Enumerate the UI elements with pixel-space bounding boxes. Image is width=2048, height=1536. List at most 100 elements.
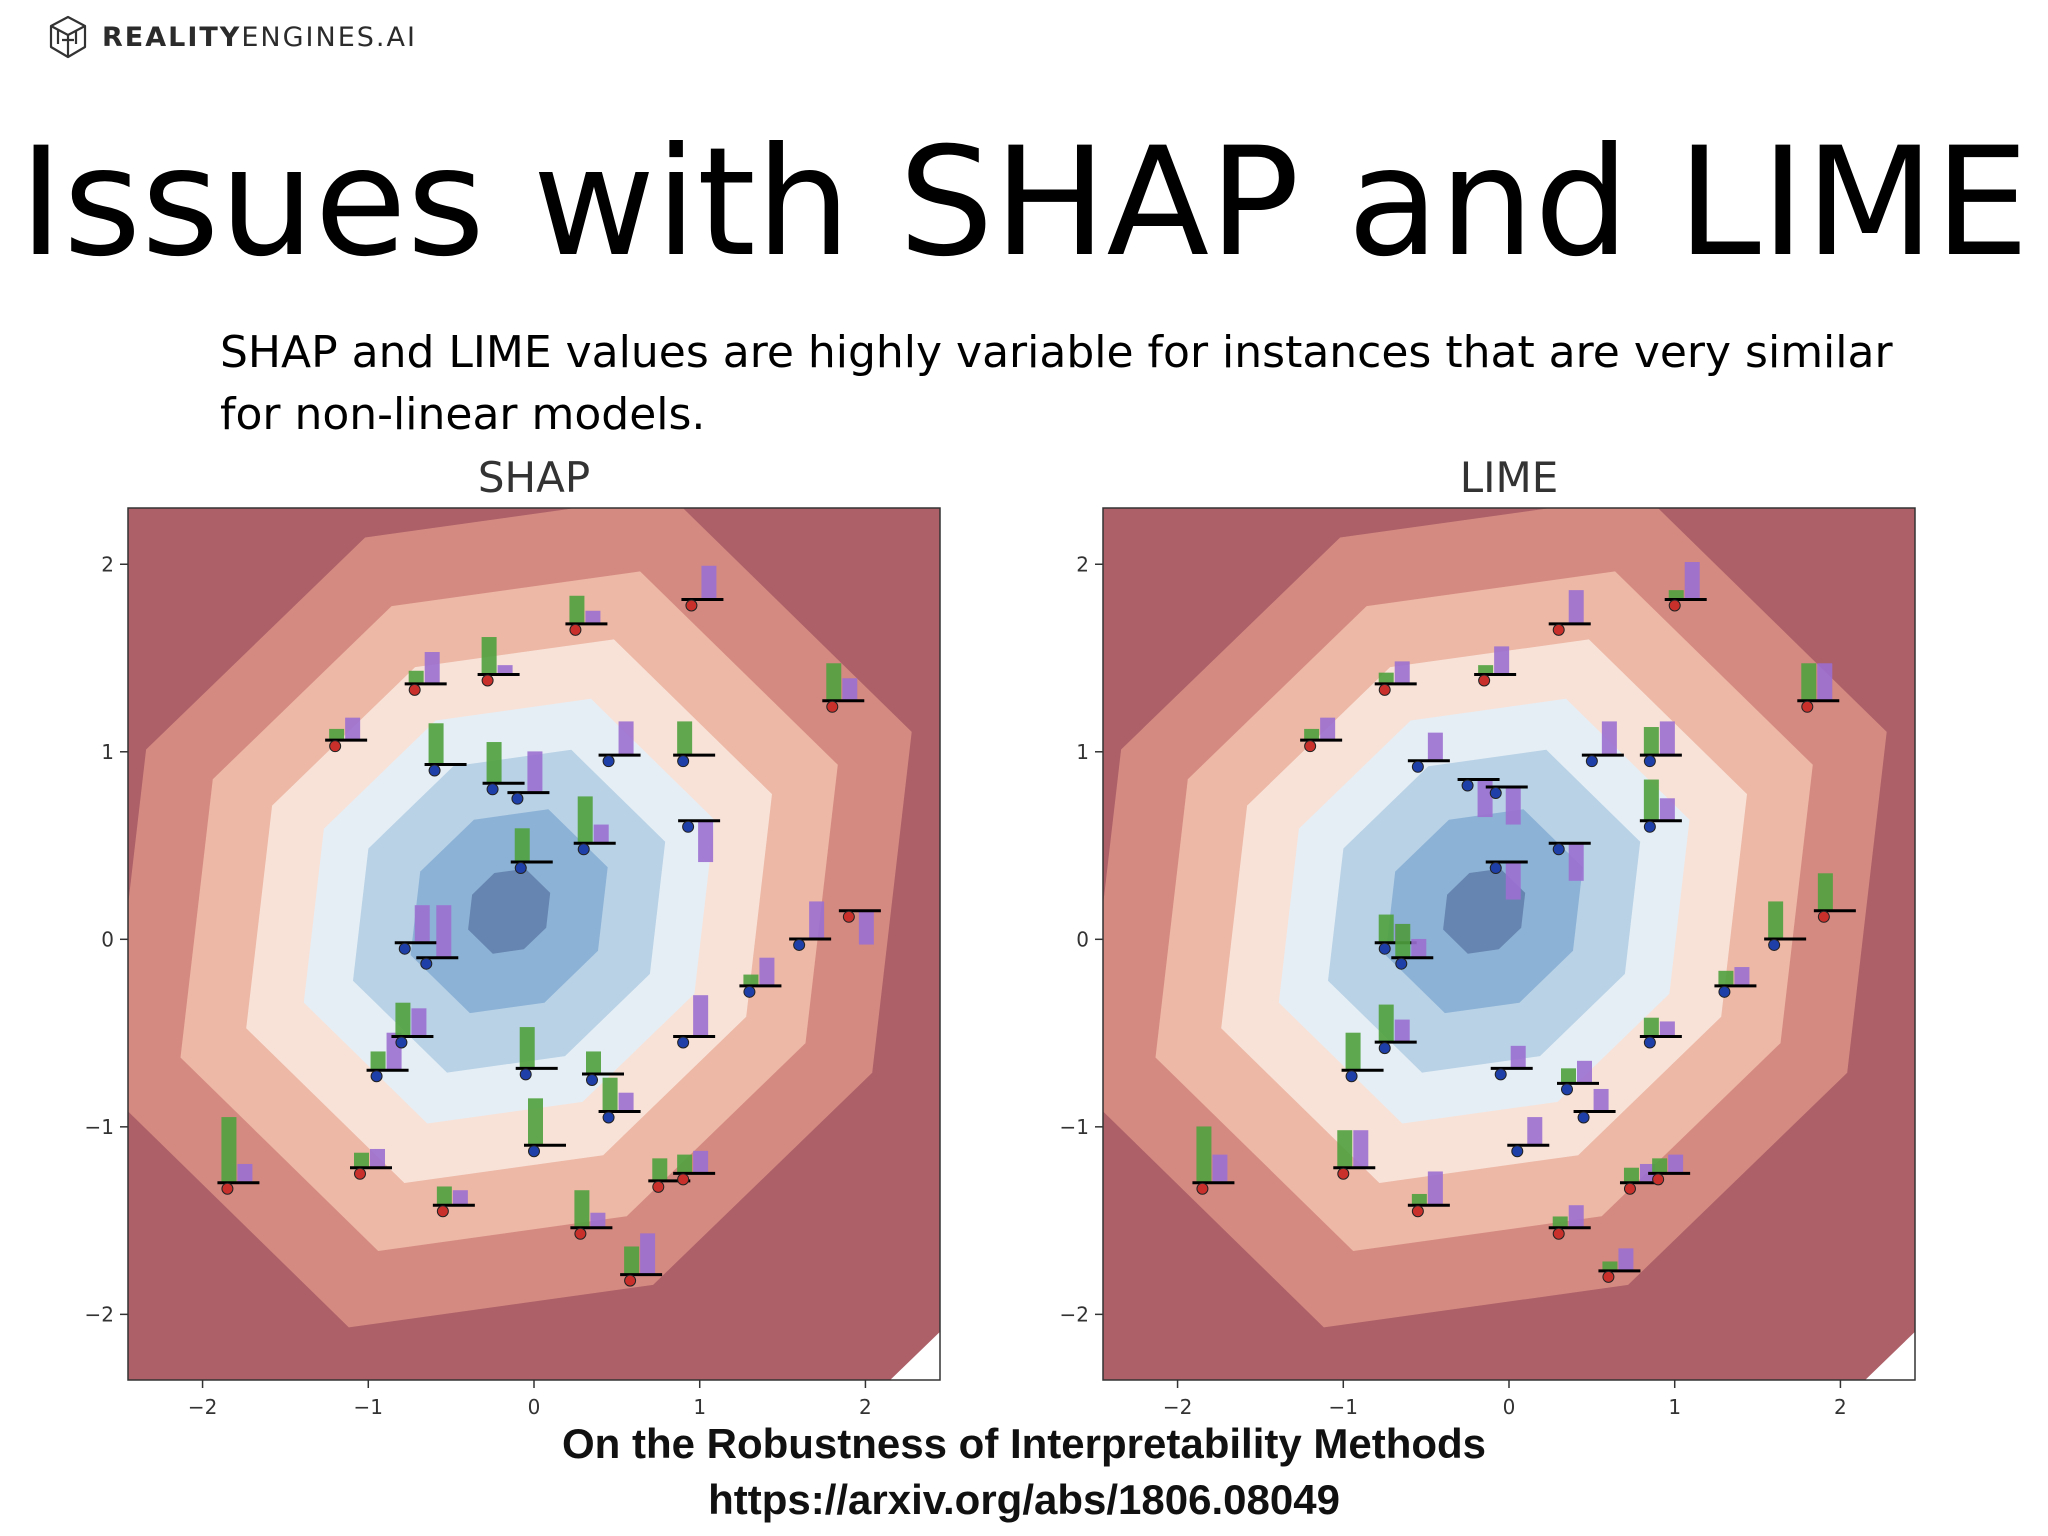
data-point xyxy=(1345,1070,1358,1083)
data-glyph xyxy=(1598,1248,1641,1283)
data-point xyxy=(1461,779,1474,792)
data-glyph xyxy=(678,819,721,863)
data-point xyxy=(677,1036,690,1049)
feature2-bar xyxy=(585,610,601,624)
feature1-bar xyxy=(428,723,444,765)
data-point xyxy=(1196,1182,1209,1195)
feature2-bar xyxy=(1817,663,1833,701)
feature1-bar xyxy=(1378,1004,1394,1043)
data-glyph xyxy=(673,1150,716,1186)
data-point xyxy=(1511,1145,1524,1158)
feature1-bar xyxy=(370,1051,386,1071)
feature1-bar xyxy=(1345,1032,1361,1071)
data-point xyxy=(1643,755,1656,768)
y-tick-label: 1 xyxy=(1076,740,1089,764)
data-point xyxy=(1304,740,1317,753)
data-glyph xyxy=(1639,1017,1682,1049)
data-glyph xyxy=(1639,779,1682,833)
data-point xyxy=(842,910,855,923)
data-point xyxy=(569,623,582,636)
data-glyph xyxy=(1639,721,1682,768)
data-point xyxy=(1378,1042,1391,1055)
paper-url[interactable]: https://arxiv.org/abs/1806.08049 xyxy=(708,1476,1340,1523)
data-point xyxy=(1378,683,1391,696)
data-glyph xyxy=(1485,785,1528,825)
data-glyph xyxy=(325,717,368,753)
feature1-bar xyxy=(577,796,593,844)
logo-bold: REALITY xyxy=(102,21,242,53)
data-glyph xyxy=(1648,1154,1691,1186)
feature2-bar xyxy=(1212,1154,1228,1183)
feature1-bar xyxy=(221,1117,237,1183)
x-tick-label: 0 xyxy=(528,1395,541,1419)
data-glyph xyxy=(1457,778,1500,818)
feature2-bar xyxy=(436,905,452,958)
data-glyph xyxy=(394,905,437,955)
feature2-bar xyxy=(411,1008,427,1037)
y-tick-label: −2 xyxy=(85,1302,114,1326)
feature2-bar xyxy=(1494,646,1510,675)
feature2-bar xyxy=(809,901,825,939)
data-point xyxy=(602,1111,615,1124)
feature1-bar xyxy=(1411,1193,1427,1206)
x-tick-label: −1 xyxy=(354,1395,383,1419)
feature2-bar xyxy=(693,1150,709,1174)
feature2-bar xyxy=(1577,1060,1592,1084)
data-point xyxy=(1643,1036,1656,1049)
data-glyph xyxy=(598,721,641,768)
feature2-bar xyxy=(1510,1045,1526,1069)
data-glyph xyxy=(507,751,550,805)
data-glyph xyxy=(1490,1045,1533,1081)
data-glyph xyxy=(1764,901,1807,951)
data-point xyxy=(1718,985,1731,998)
data-glyph xyxy=(582,1051,624,1086)
data-point xyxy=(1602,1270,1615,1283)
cube-network-icon xyxy=(49,15,87,59)
x-tick-label: −1 xyxy=(1329,1395,1358,1419)
data-point xyxy=(370,1070,383,1083)
contour-level-7 xyxy=(468,868,551,954)
contour-background xyxy=(128,508,940,1380)
data-glyph xyxy=(789,901,832,951)
feature2-bar xyxy=(1593,1088,1609,1112)
slide-subtitle: SHAP and LIME values are highly variable… xyxy=(220,327,1893,440)
feature1-bar xyxy=(1652,1158,1668,1174)
feature1-bar xyxy=(1668,590,1684,600)
feature1-bar xyxy=(677,721,693,756)
feature1-bar xyxy=(1643,779,1659,821)
feature1-bar xyxy=(586,1051,601,1074)
chart-title: SHAP xyxy=(478,453,590,502)
feature2-bar xyxy=(1477,779,1493,818)
feature1-bar xyxy=(743,974,759,986)
feature2-bar xyxy=(1411,938,1427,958)
feature1-bar xyxy=(528,1098,543,1146)
feature1-bar xyxy=(1602,1261,1618,1271)
feature2-bar xyxy=(414,905,430,943)
feature1-bar xyxy=(1196,1126,1212,1183)
feature2-bar xyxy=(640,1233,656,1275)
feature1-bar xyxy=(574,1190,590,1228)
y-tick-label: 1 xyxy=(101,740,114,764)
data-glyph xyxy=(515,1027,558,1081)
data-point xyxy=(677,1173,690,1186)
data-glyph xyxy=(1374,661,1417,696)
feature2-bar xyxy=(618,1092,634,1112)
feature2-bar xyxy=(1394,661,1410,684)
data-point xyxy=(1494,1068,1507,1081)
data-glyph xyxy=(1300,717,1343,753)
data-glyph xyxy=(1507,1117,1550,1158)
data-point xyxy=(420,957,433,970)
data-glyph xyxy=(1548,590,1591,636)
data-point xyxy=(1768,938,1781,951)
data-glyph xyxy=(477,637,520,687)
feature2-bar xyxy=(527,751,543,793)
data-point xyxy=(519,1068,532,1081)
data-glyph xyxy=(1407,1171,1450,1218)
y-tick-label: −2 xyxy=(1060,1302,1089,1326)
data-point xyxy=(1411,760,1424,773)
data-point xyxy=(1552,843,1565,856)
feature1-bar xyxy=(519,1027,535,1069)
feature2-bar xyxy=(1505,862,1521,900)
feature1-bar xyxy=(514,828,530,863)
data-point xyxy=(481,674,494,687)
